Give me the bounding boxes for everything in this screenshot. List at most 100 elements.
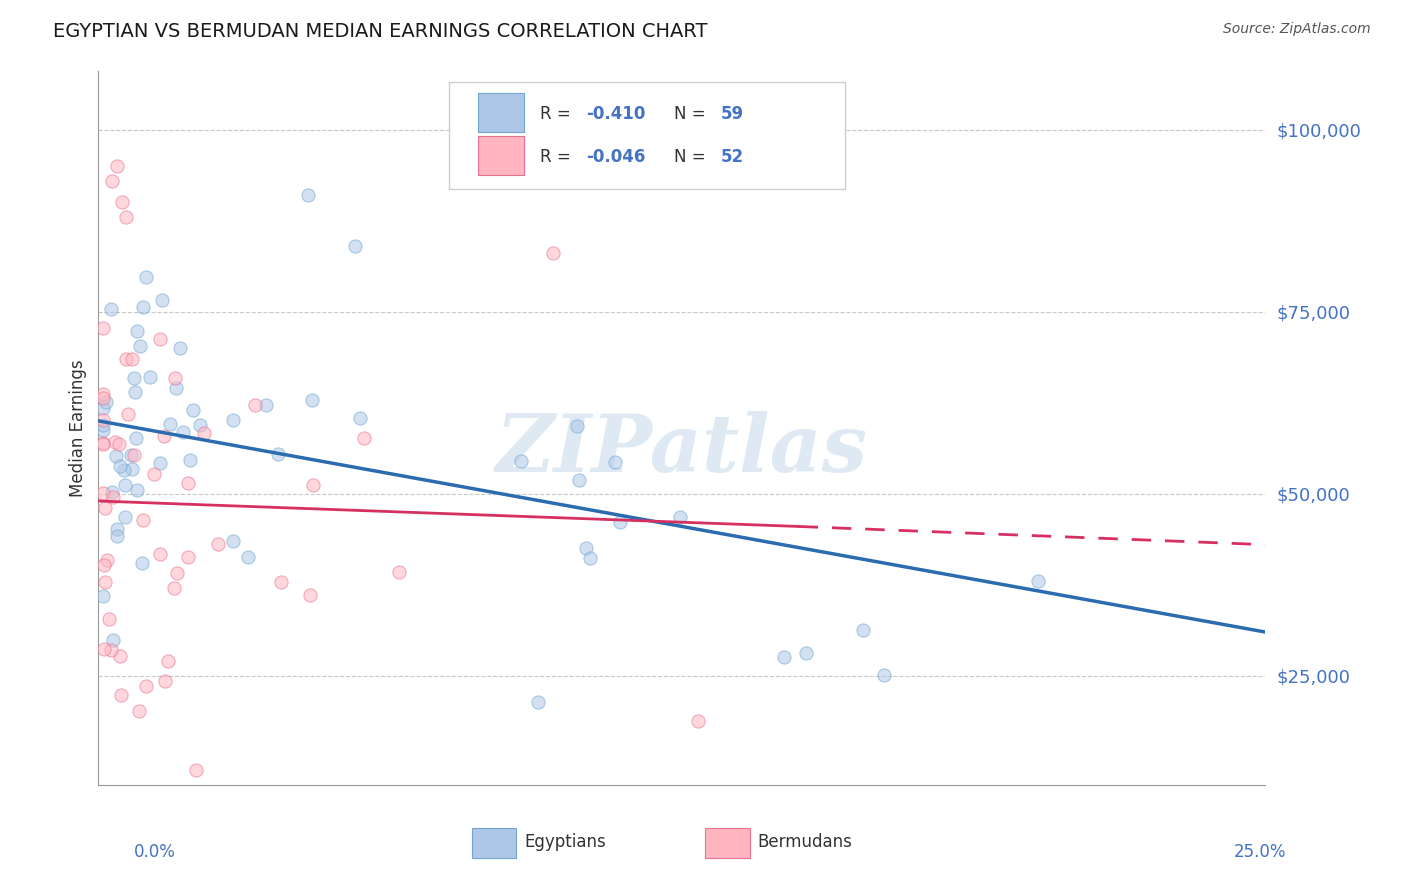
Point bbox=[568, 473, 591, 487]
Point bbox=[603, 455, 626, 469]
Point bbox=[301, 392, 323, 407]
Point bbox=[181, 402, 204, 417]
Y-axis label: Median Earnings: Median Earnings bbox=[69, 359, 87, 497]
Point bbox=[91, 387, 114, 401]
Point bbox=[101, 632, 124, 647]
Point bbox=[94, 501, 117, 516]
Point bbox=[238, 550, 260, 565]
Point bbox=[127, 324, 149, 338]
Point bbox=[128, 704, 150, 718]
Point bbox=[91, 391, 114, 405]
Point bbox=[188, 418, 211, 433]
Point bbox=[344, 239, 367, 253]
Point bbox=[297, 188, 319, 202]
Point bbox=[142, 467, 165, 481]
Point bbox=[105, 159, 128, 173]
Point bbox=[193, 425, 215, 440]
Point bbox=[852, 623, 875, 637]
Point bbox=[207, 537, 229, 551]
Point bbox=[686, 714, 709, 728]
Point bbox=[243, 398, 266, 412]
FancyBboxPatch shape bbox=[472, 828, 516, 858]
Point bbox=[122, 370, 145, 384]
Point bbox=[349, 411, 371, 425]
Point bbox=[298, 588, 321, 602]
Point bbox=[112, 463, 135, 477]
Point bbox=[270, 575, 292, 590]
Point bbox=[388, 565, 411, 579]
Point bbox=[108, 458, 131, 473]
Text: 59: 59 bbox=[720, 105, 744, 123]
Point bbox=[162, 582, 184, 596]
Point bbox=[526, 695, 548, 709]
Point bbox=[101, 485, 124, 500]
Point bbox=[873, 667, 896, 681]
Point bbox=[91, 413, 114, 427]
Point bbox=[172, 425, 194, 440]
Point bbox=[91, 321, 114, 335]
Text: ZIPatlas: ZIPatlas bbox=[496, 411, 868, 488]
Point bbox=[91, 485, 114, 500]
Point bbox=[121, 461, 143, 475]
Point bbox=[97, 612, 120, 626]
Point bbox=[91, 423, 114, 437]
Text: R =: R = bbox=[540, 105, 575, 123]
Point bbox=[152, 429, 174, 443]
Point bbox=[302, 478, 325, 492]
Point bbox=[139, 370, 162, 384]
FancyBboxPatch shape bbox=[706, 828, 749, 858]
Point bbox=[222, 533, 245, 548]
Point bbox=[101, 173, 124, 187]
Point bbox=[132, 300, 155, 314]
Point bbox=[165, 371, 187, 385]
Text: N =: N = bbox=[673, 105, 710, 123]
Point bbox=[115, 210, 138, 224]
Point bbox=[91, 589, 114, 603]
Text: Bermudans: Bermudans bbox=[758, 833, 852, 851]
Point bbox=[150, 293, 173, 307]
Point bbox=[125, 431, 148, 445]
FancyBboxPatch shape bbox=[478, 93, 524, 132]
Point bbox=[166, 566, 188, 580]
Point bbox=[91, 401, 114, 416]
Point bbox=[114, 509, 136, 524]
Point bbox=[129, 339, 152, 353]
Point bbox=[575, 541, 598, 555]
Point bbox=[184, 764, 207, 778]
Point bbox=[149, 332, 172, 346]
Point bbox=[157, 654, 180, 668]
Point bbox=[609, 515, 631, 529]
Point bbox=[135, 679, 157, 693]
Point bbox=[1026, 574, 1049, 588]
FancyBboxPatch shape bbox=[449, 82, 845, 189]
Point bbox=[121, 352, 143, 367]
Point bbox=[93, 642, 115, 657]
Point bbox=[131, 556, 153, 570]
Point bbox=[794, 646, 817, 660]
Point bbox=[267, 447, 290, 461]
Point bbox=[122, 448, 145, 462]
Point bbox=[541, 246, 564, 260]
Point bbox=[105, 529, 128, 543]
Point bbox=[100, 642, 122, 657]
Text: 0.0%: 0.0% bbox=[134, 843, 176, 861]
Point bbox=[107, 522, 129, 536]
Text: R =: R = bbox=[540, 148, 575, 166]
Point bbox=[165, 381, 187, 395]
Point bbox=[254, 398, 277, 412]
Text: Egyptians: Egyptians bbox=[524, 833, 606, 851]
Point bbox=[773, 650, 796, 665]
Point bbox=[96, 395, 118, 409]
Text: 52: 52 bbox=[720, 148, 744, 166]
Point bbox=[177, 476, 200, 491]
Point bbox=[104, 449, 127, 463]
FancyBboxPatch shape bbox=[478, 136, 524, 175]
Point bbox=[120, 448, 142, 462]
Point bbox=[108, 437, 131, 451]
Point bbox=[124, 384, 146, 399]
Point bbox=[579, 550, 602, 565]
Point bbox=[177, 550, 200, 565]
Point bbox=[111, 195, 134, 210]
Point bbox=[94, 575, 117, 590]
Text: -0.410: -0.410 bbox=[586, 105, 645, 123]
